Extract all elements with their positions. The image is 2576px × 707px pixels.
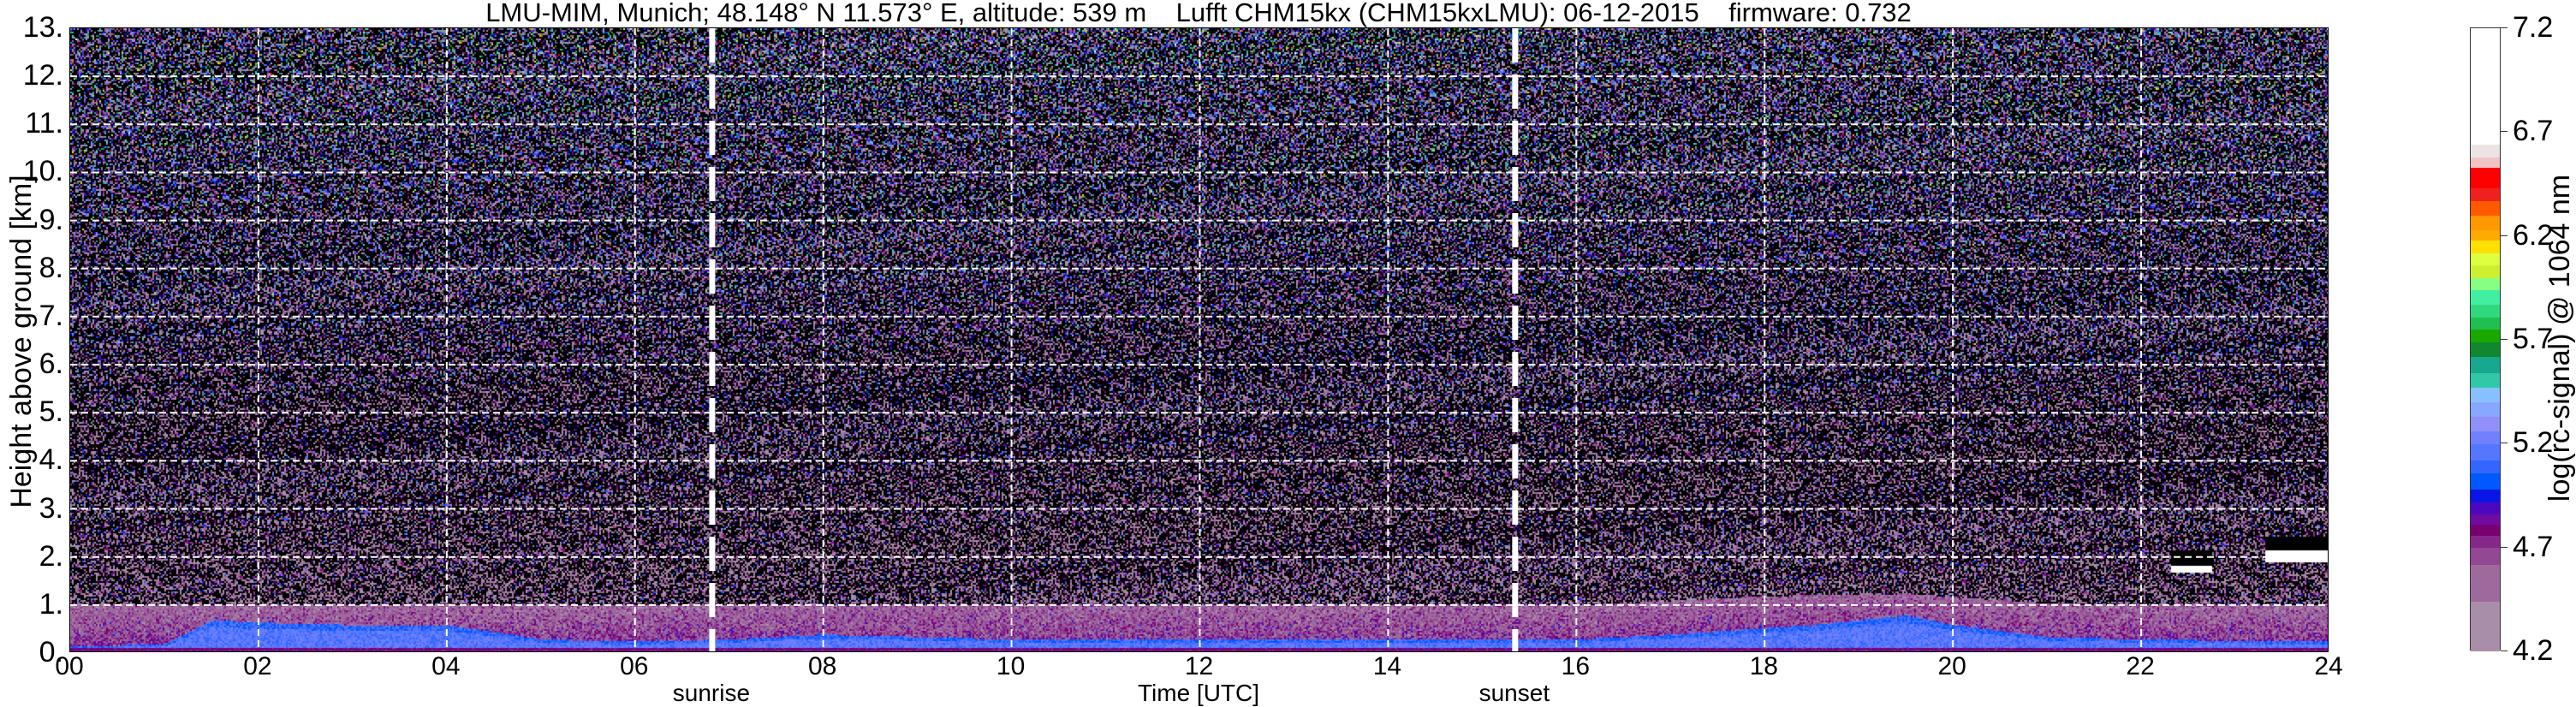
- colorbar: [2470, 27, 2501, 652]
- colorbar-tick-label: 5.2: [2513, 426, 2554, 460]
- y-tick-label: 2.: [39, 539, 63, 573]
- colorbar-band: [2471, 28, 2500, 146]
- y-tick-label: 6.: [39, 348, 63, 381]
- x-tick-label: 16: [1561, 652, 1591, 680]
- colorbar-tick-mark: [2501, 546, 2508, 548]
- colorbar-tick-label: 5.7: [2513, 323, 2554, 355]
- colorbar-band: [2471, 535, 2500, 549]
- x-tick-label: 00: [55, 652, 84, 680]
- colorbar-band: [2471, 460, 2500, 473]
- colorbar-band: [2471, 264, 2500, 278]
- y-tick-label: 4.: [39, 443, 63, 477]
- colorbar-label: log(rc-signal) @ 1064 nm: [2543, 174, 2576, 502]
- x-tick-label: 02: [243, 652, 272, 680]
- y-tick-label: 12.: [22, 59, 63, 92]
- grid-overlay: [70, 28, 2328, 651]
- colorbar-tick-mark: [2501, 235, 2508, 236]
- colorbar-band: [2471, 502, 2500, 515]
- colorbar-tick-mark: [2501, 131, 2508, 133]
- colorbar-tick-mark: [2501, 339, 2508, 340]
- colorbar-band: [2471, 329, 2500, 342]
- colorbar-band: [2471, 431, 2500, 444]
- colorbar-band: [2471, 356, 2500, 374]
- y-tick-label: 9.: [39, 203, 63, 236]
- colorbar-band: [2471, 304, 2500, 318]
- y-tick-label: 8.: [39, 251, 63, 284]
- colorbar-band: [2471, 472, 2500, 490]
- colorbar-tick-label: 6.7: [2513, 115, 2554, 148]
- colorbar-band: [2471, 144, 2500, 157]
- y-tick-label: 10.: [22, 155, 63, 188]
- colorbar-band: [2471, 524, 2500, 536]
- colorbar-band: [2471, 289, 2500, 306]
- colorbar-band: [2471, 253, 2500, 266]
- y-tick-label: 1.: [39, 587, 63, 621]
- colorbar-band: [2471, 601, 2500, 652]
- x-axis-label: Time [UTC]: [1137, 680, 1260, 706]
- colorbar-band: [2471, 342, 2500, 357]
- x-tick-label: 10: [996, 652, 1026, 680]
- colorbar-band: [2471, 167, 2500, 189]
- x-tick-label: 20: [1937, 652, 1966, 680]
- colorbar-tick-label: 4.7: [2513, 530, 2554, 563]
- colorbar-band: [2471, 215, 2500, 230]
- colorbar-band: [2471, 489, 2500, 502]
- colorbar-band: [2471, 443, 2500, 461]
- x-tick-label: 18: [1749, 652, 1778, 680]
- y-tick-label: 5.: [39, 395, 63, 429]
- x-tick-label: 08: [807, 652, 837, 680]
- colorbar-band: [2471, 547, 2500, 565]
- colorbar-band: [2471, 372, 2500, 389]
- y-tick-label: 3.: [39, 491, 63, 525]
- x-tick-label: 04: [431, 652, 461, 680]
- colorbar-band: [2471, 277, 2500, 291]
- colorbar-band: [2471, 240, 2500, 253]
- colorbar-band: [2471, 564, 2500, 603]
- colorbar-band: [2471, 187, 2500, 201]
- plot-area: [69, 27, 2329, 652]
- x-tick-label: 12: [1184, 652, 1214, 680]
- colorbar-band: [2471, 229, 2500, 241]
- y-tick-label: 13.: [22, 11, 63, 44]
- colorbar-band: [2471, 200, 2500, 216]
- y-tick-label: 7.: [39, 299, 63, 332]
- sunset-label: sunset: [1478, 680, 1550, 706]
- x-tick-label: 24: [2314, 652, 2343, 680]
- colorbar-band: [2471, 157, 2500, 169]
- sunrise-label: sunrise: [672, 680, 751, 706]
- colorbar-tick-label: 6.2: [2513, 218, 2554, 252]
- colorbar-band: [2471, 401, 2500, 418]
- colorbar-band: [2471, 514, 2500, 526]
- colorbar-band: [2471, 317, 2500, 330]
- chart-title: LMU-MIM, Munich; 48.148° N 11.573° E, al…: [485, 0, 1912, 27]
- colorbar-tick-mark: [2501, 27, 2508, 28]
- colorbar-tick-label: 7.2: [2513, 11, 2554, 44]
- colorbar-band: [2471, 387, 2500, 403]
- x-tick-label: 22: [2126, 652, 2155, 680]
- x-tick-label: 14: [1372, 652, 1402, 680]
- colorbar-band: [2471, 416, 2500, 432]
- y-tick-label: 11.: [25, 107, 63, 140]
- colorbar-tick-label: 4.2: [2513, 634, 2554, 667]
- y-axis-label: Height above ground [km]: [5, 175, 38, 508]
- y-tick-label: 0.: [39, 636, 63, 668]
- x-tick-label: 06: [620, 652, 649, 680]
